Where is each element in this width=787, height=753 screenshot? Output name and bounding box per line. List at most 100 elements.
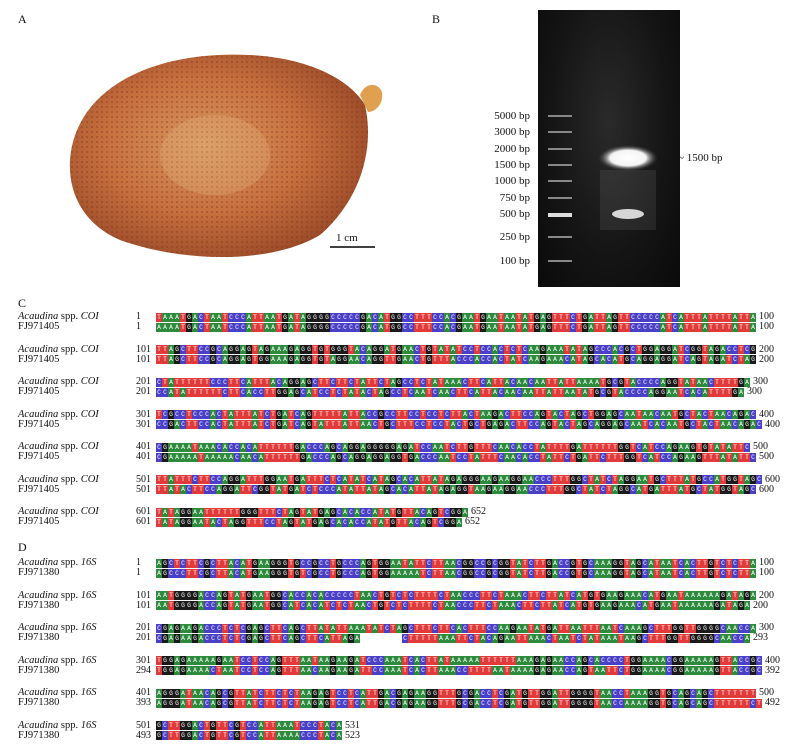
end-position: 652 bbox=[465, 516, 480, 527]
scale-bar-label: 1 cm bbox=[336, 232, 358, 244]
reference-label: FJ971405 bbox=[18, 418, 60, 430]
ladder-label: 3000 bp bbox=[494, 126, 530, 138]
ladder-label: 1000 bp bbox=[494, 175, 530, 187]
panel-a: A 1 cm bbox=[0, 0, 420, 290]
end-position: 392 bbox=[765, 664, 780, 676]
start-position: 101 bbox=[136, 599, 151, 611]
query-label: Acaudina spp. COI bbox=[18, 441, 99, 452]
alignment-row: Acaudina spp. 16S 101 A A T G G G G A C C A G T A T G A A T G… bbox=[18, 589, 780, 611]
end-position: 400 bbox=[759, 408, 774, 420]
alignment-row: Acaudina spp. COI 1 T A A A T G A C T A A T C C C A T T A A T G… bbox=[18, 311, 780, 332]
ladder-label: 2000 bp bbox=[494, 143, 530, 155]
start-position: 201 bbox=[136, 386, 151, 397]
end-position: 652 bbox=[471, 506, 486, 517]
start-position: 493 bbox=[136, 729, 151, 741]
query-label: Acaudina spp. COI bbox=[18, 343, 99, 355]
panel-d-letter: D bbox=[18, 540, 27, 554]
start-position: 301 bbox=[136, 418, 151, 430]
end-position: 400 bbox=[765, 654, 780, 666]
alignment-row: Acaudina spp. 16S 501 G C T T G G A C T G T T C G T C C A T T… bbox=[18, 719, 780, 741]
query-label: Acaudina spp. COI bbox=[18, 408, 99, 420]
query-label: Acaudina spp. 16S bbox=[18, 719, 97, 731]
start-position: 101 bbox=[136, 353, 151, 365]
start-position: 101 bbox=[136, 589, 151, 601]
end-position: 100 bbox=[759, 567, 774, 578]
start-position: 501 bbox=[136, 473, 151, 485]
query-label: Acaudina spp. COI bbox=[18, 473, 99, 485]
start-position: 501 bbox=[136, 719, 151, 731]
alignment-row: Acaudina spp. COI 101 T T A G C T T C C G C A G G A G T A G A… bbox=[18, 343, 780, 365]
reference-label: FJ971405 bbox=[18, 516, 60, 527]
end-position: 531 bbox=[345, 719, 360, 731]
query-label: Acaudina spp. COI bbox=[18, 311, 99, 322]
ladder-label: 500 bp bbox=[499, 208, 530, 220]
query-label: Acaudina spp. 16S bbox=[18, 687, 97, 698]
ladder-label: 250 bp bbox=[499, 231, 530, 243]
reference-label: FJ971380 bbox=[18, 632, 60, 643]
start-position: 1 bbox=[136, 311, 141, 322]
reference-label: FJ971405 bbox=[18, 386, 60, 397]
query-label: Acaudina spp. 16S bbox=[18, 654, 97, 666]
start-position: 601 bbox=[136, 506, 151, 517]
start-position: 601 bbox=[136, 516, 151, 527]
ladder-label: 100 bp bbox=[499, 255, 530, 267]
seed-photo bbox=[69, 54, 383, 258]
end-position: 100 bbox=[759, 311, 774, 322]
alignment-row: Acaudina spp. COI 301 T C G C C T C C C A C T A T T T A T C T… bbox=[18, 408, 780, 430]
end-position: 200 bbox=[759, 353, 774, 365]
end-position: 500 bbox=[759, 687, 774, 698]
end-position: 200 bbox=[759, 343, 774, 355]
alignment-row: Acaudina spp. COI 501 T T A T T T C T T C C A G G A T T T G G… bbox=[18, 473, 780, 495]
reference-label: FJ971405 bbox=[18, 321, 60, 332]
query-label: Acaudina spp. 16S bbox=[18, 589, 97, 601]
end-position: 200 bbox=[753, 599, 768, 611]
ladder-label: 1500 bp bbox=[494, 159, 530, 171]
start-position: 401 bbox=[136, 687, 151, 698]
end-position: 523 bbox=[345, 729, 360, 741]
alignment-row: Acaudina spp. COI 601 T A T A G G A A T T T T T T G G G T T T… bbox=[18, 506, 780, 527]
panel-c-letter: C bbox=[18, 296, 27, 310]
alignment-row: Acaudina spp. 16S 1 A G C T C T T C G C T T A C A T G A A G G G… bbox=[18, 557, 780, 578]
start-position: 201 bbox=[136, 632, 151, 643]
reference-label: FJ971380 bbox=[18, 729, 60, 741]
start-position: 301 bbox=[136, 654, 151, 666]
reference-label: FJ971405 bbox=[18, 483, 60, 495]
query-label: Acaudina spp. COI bbox=[18, 376, 99, 387]
query-label: Acaudina spp. 16S bbox=[18, 557, 97, 568]
end-position: 500 bbox=[759, 451, 774, 462]
end-position: 293 bbox=[753, 632, 768, 643]
reference-label: FJ971380 bbox=[18, 599, 60, 611]
start-position: 201 bbox=[136, 376, 151, 387]
alignment-row: Acaudina spp. 16S 201 C G A G A A G A C C C T C T C G A G C T… bbox=[18, 622, 780, 643]
reference-label: FJ971380 bbox=[18, 664, 60, 676]
end-position: 300 bbox=[759, 622, 774, 633]
product-size-label: ~ 1500 bp bbox=[678, 152, 723, 164]
start-position: 1 bbox=[136, 557, 141, 568]
alignment-row: Acaudina spp. 16S 401 A G G G A T A A C A G C G T T A T C T T… bbox=[18, 687, 780, 708]
end-position: 600 bbox=[759, 483, 774, 495]
start-position: 1 bbox=[136, 321, 141, 332]
end-position: 492 bbox=[765, 697, 780, 708]
end-position: 100 bbox=[759, 321, 774, 332]
